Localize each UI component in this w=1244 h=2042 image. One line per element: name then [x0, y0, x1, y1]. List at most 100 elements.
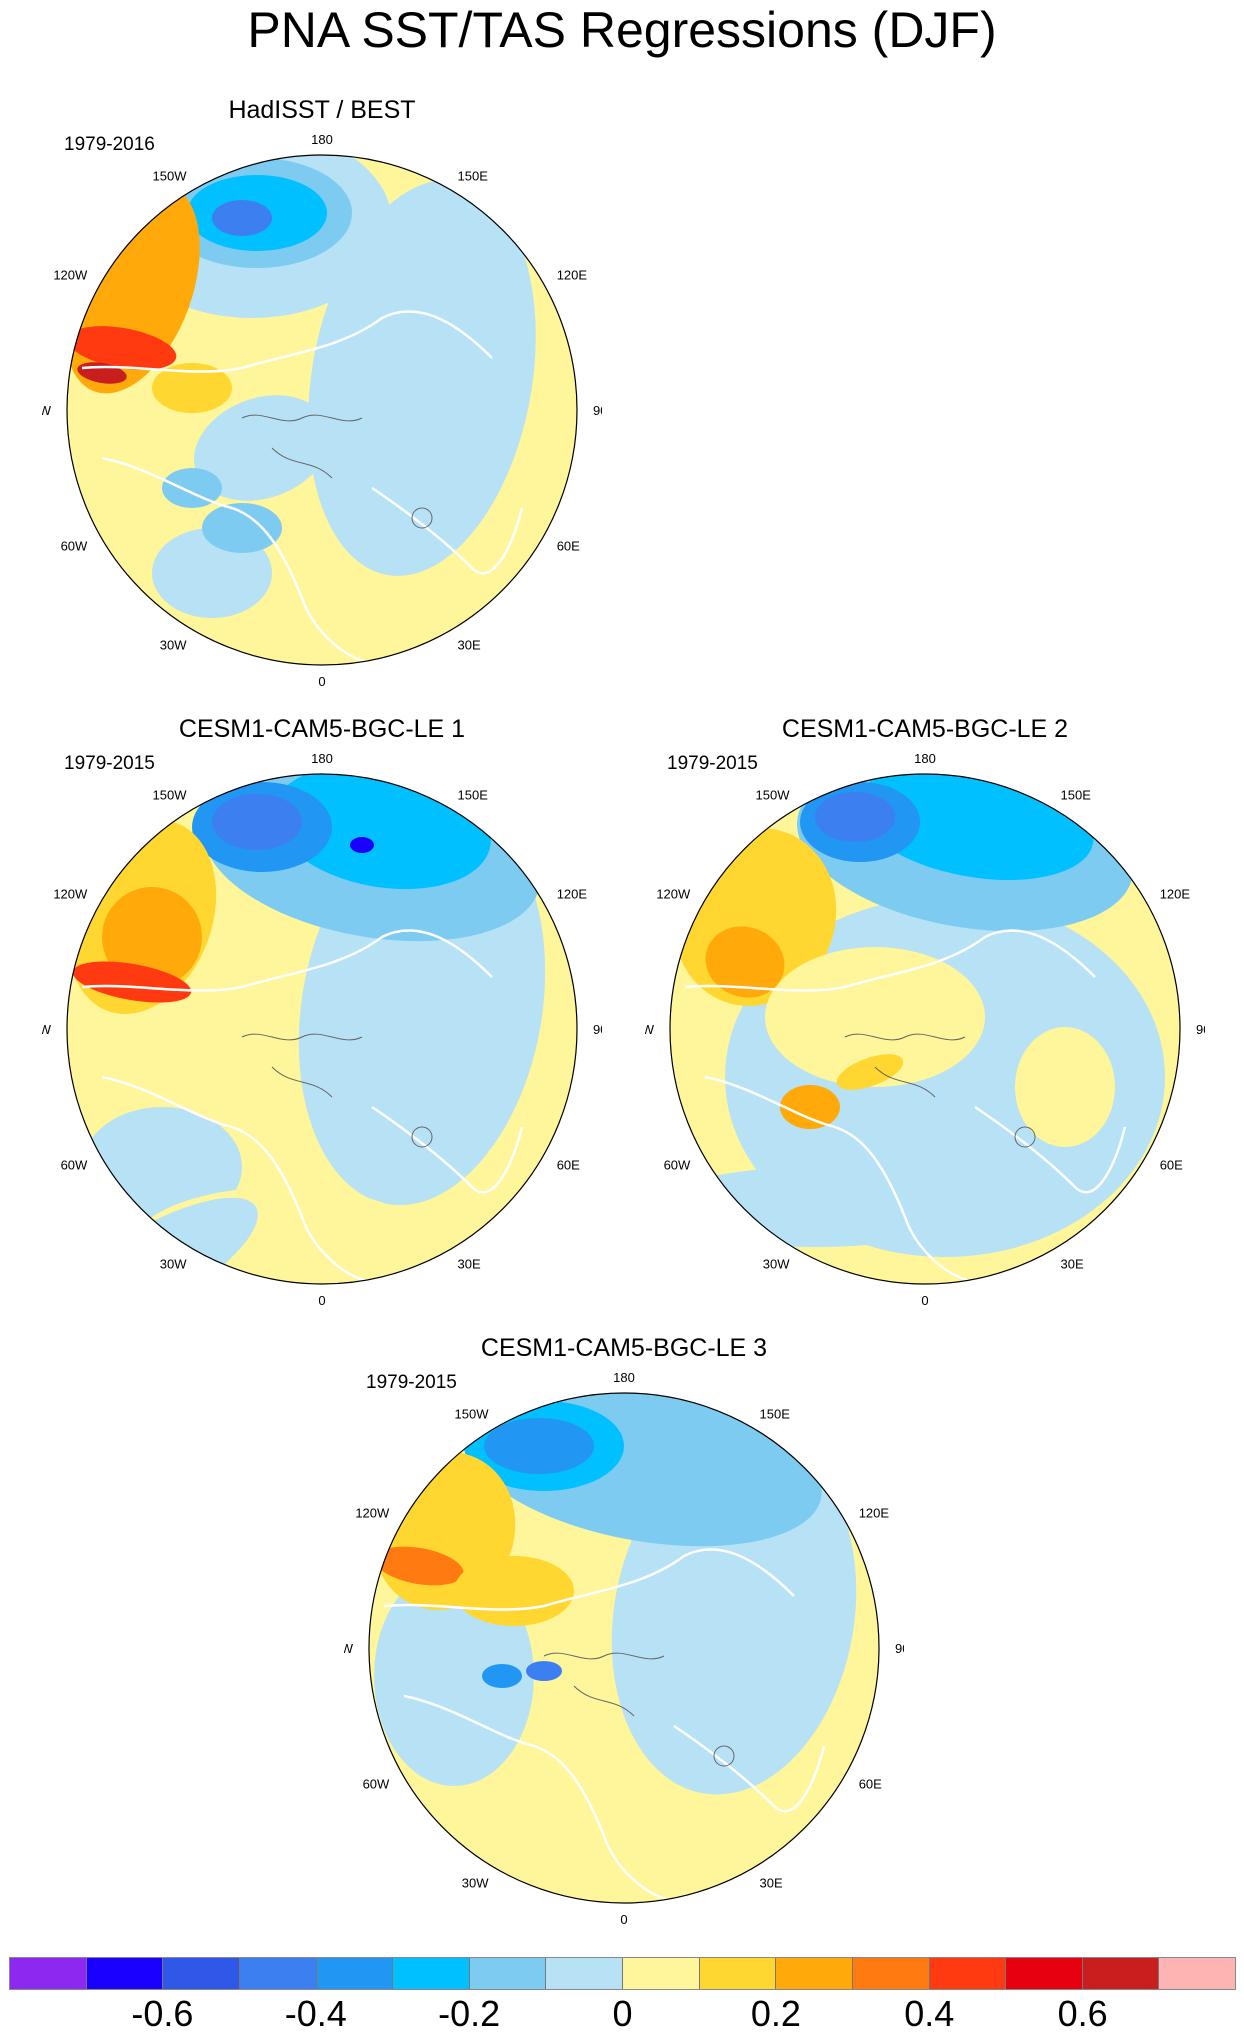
coastline — [844, 1033, 1036, 1148]
anomaly-region — [102, 887, 202, 987]
colorbar-tick-label: 0 — [612, 1993, 633, 2034]
map-panel-cesm-3: CESM1-CAM5-BGC-LE 3 1979-2015 180 150E 120… — [344, 1334, 904, 1974]
map-panel-hadisst: HadISST / BEST 1979-2016 180 150E 120E 90E 6… — [42, 96, 602, 736]
continent-outline — [383, 1548, 826, 1903]
longitude-label: 180 — [311, 132, 333, 147]
anomaly-region — [132, 1187, 432, 1284]
longitude-label: 90W — [42, 1022, 52, 1037]
anomaly-region — [67, 326, 177, 370]
colorbar-swatch — [546, 1958, 623, 1989]
panel-title: CESM1-CAM5-BGC-LE 1 — [178, 715, 466, 743]
continent-outline — [684, 929, 1127, 1284]
colorbar-swatch — [239, 1958, 317, 1989]
longitude-label: 90E — [895, 1641, 904, 1656]
map-border — [66, 773, 578, 1285]
anomaly-region — [202, 503, 282, 553]
anomaly-region — [484, 1418, 594, 1474]
colorbar-swatch — [929, 1958, 1007, 1989]
longitude-label: 30E — [760, 1876, 783, 1891]
polar-map: 180 150E 120E 90E 60E 30E 0 30W 60W 90W 120W 150W — [344, 1370, 904, 1927]
map-panel-cesm-2: CESM1-CAM5-BGC-LE 2 1979-2015 180 150E 120… — [645, 715, 1205, 1355]
longitude-label: 120W — [53, 887, 88, 902]
coastline — [543, 1652, 735, 1767]
anomaly-region — [194, 395, 330, 501]
longitude-label: 90E — [1196, 1022, 1205, 1037]
longitude-label: 120W — [53, 268, 88, 283]
longitude-label: 30E — [458, 1257, 481, 1272]
longitude-label: 150W — [153, 168, 188, 183]
anomaly-region — [350, 837, 374, 853]
anomaly-region — [72, 961, 192, 1003]
continent-outline — [81, 310, 524, 665]
colorbar-swatch — [1082, 1958, 1160, 1989]
longitude-label: 60E — [557, 1158, 580, 1173]
longitude-label: 90W — [344, 1641, 354, 1656]
longitude-label: 90W — [645, 1022, 655, 1037]
colorbar-swatch — [852, 1958, 930, 1989]
longitude-label: 180 — [311, 751, 333, 766]
anomaly-region — [815, 792, 895, 842]
longitude-label: 180 — [914, 751, 936, 766]
colorbar-swatch — [86, 1958, 164, 1989]
longitude-label: 90W — [42, 403, 52, 418]
colorbar-swatch — [776, 1958, 853, 1989]
longitude-label: 60W — [61, 1158, 88, 1173]
colorbar-swatch — [163, 1958, 240, 1989]
longitude-label: 60W — [61, 539, 88, 554]
longitude-label: 150W — [455, 1406, 490, 1421]
coastline — [241, 414, 433, 529]
longitude-label: 30W — [462, 1876, 489, 1891]
colorbar-swatch — [10, 1958, 87, 1989]
colorbar-tick-label: 0.2 — [750, 1993, 801, 2034]
longitude-label: 30W — [160, 638, 187, 653]
longitude-label: 150E — [760, 1406, 791, 1421]
anomaly-region — [836, 1054, 904, 1090]
panel-period: 1979-2016 — [64, 134, 155, 155]
longitude-label: 30W — [160, 1257, 187, 1272]
anomaly-region — [526, 1661, 562, 1681]
colorbar-swatch — [316, 1958, 394, 1989]
anomaly-region — [308, 180, 536, 576]
anomaly-region — [374, 1546, 464, 1586]
colorbar-tick-label: 0.4 — [904, 1993, 955, 2034]
anomaly-region — [765, 947, 985, 1087]
longitude-label: 120W — [355, 1506, 390, 1521]
longitude-label: 0 — [318, 1293, 325, 1308]
panel-title: HadISST / BEST — [228, 96, 416, 124]
colorbar-swatch — [469, 1958, 547, 1989]
panel-period: 1979-2015 — [366, 1372, 457, 1393]
panel-title: CESM1-CAM5-BGC-LE 3 — [480, 1334, 768, 1362]
longitude-label: 120E — [859, 1506, 890, 1521]
colorbar-swatch — [393, 1958, 470, 1989]
longitude-label: 30E — [458, 638, 481, 653]
longitude-label: 120E — [557, 887, 588, 902]
longitude-label: 30W — [763, 1257, 790, 1272]
colorbar-tick-label: -0.2 — [438, 1993, 501, 2034]
longitude-label: 60E — [1160, 1158, 1183, 1173]
map-panel-cesm-1: CESM1-CAM5-BGC-LE 1 1979-2015 180 150E 120… — [42, 715, 602, 1355]
anomaly-region — [152, 363, 232, 413]
panel-period: 1979-2015 — [64, 753, 155, 774]
longitude-label: 150E — [1061, 787, 1092, 802]
longitude-label: 150W — [756, 787, 791, 802]
longitude-label: 60W — [664, 1158, 691, 1173]
colorbar — [9, 1957, 1236, 1990]
figure-title: PNA SST/TAS Regressions (DJF) — [247, 2, 997, 58]
longitude-label: 30E — [1061, 1257, 1084, 1272]
colorbar-tick-label: -0.4 — [284, 1993, 347, 2034]
continent-outline — [81, 929, 524, 1284]
polar-map: 180 150E 120E 90E 60E 30E 0 30W 60W 90W 120W 150W — [42, 751, 602, 1308]
longitude-label: 60W — [363, 1777, 390, 1792]
colorbar-swatch — [699, 1958, 777, 1989]
anomaly-region — [212, 794, 302, 850]
colorbar-swatch — [1006, 1958, 1083, 1989]
anomaly-region — [212, 200, 272, 236]
longitude-label: 180 — [613, 1370, 635, 1385]
map-border — [368, 1392, 880, 1904]
longitude-label: 150W — [153, 787, 188, 802]
longitude-label: 90E — [593, 403, 602, 418]
longitude-label: 150E — [458, 168, 489, 183]
anomaly-region — [482, 1664, 522, 1688]
longitude-label: 120E — [557, 268, 588, 283]
longitude-label: 60E — [557, 539, 580, 554]
